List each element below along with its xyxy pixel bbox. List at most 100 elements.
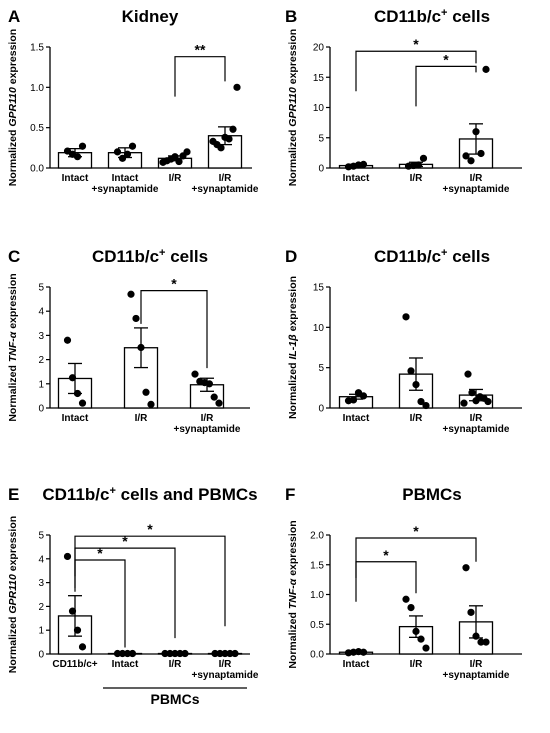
data-point	[73, 626, 82, 634]
data-point	[359, 160, 368, 168]
x-tick-label: +synaptamide	[174, 424, 241, 435]
panel-letter: F	[285, 485, 295, 504]
y-axis-label: Normalized GPR110 expression	[287, 29, 299, 186]
data-point	[68, 607, 77, 615]
data-point	[171, 153, 179, 161]
x-tick-label: Intact	[62, 413, 89, 424]
panel-c: C CD11b/c+ cells Normalized TNF-α expressi…	[7, 247, 250, 435]
y-tick-label: 0.0	[310, 650, 324, 661]
y-tick-label: 1	[38, 379, 44, 390]
data-point	[402, 313, 410, 321]
data-point	[402, 595, 410, 603]
group-label: PBMCs	[150, 691, 199, 707]
data-point	[468, 389, 476, 397]
panel-letter: C	[8, 247, 20, 266]
y-tick-label: 5	[38, 283, 44, 294]
data-point	[73, 153, 82, 161]
x-tick-label: +synaptamide	[443, 184, 510, 195]
significance-label: *	[383, 547, 389, 563]
y-tick-label: 0.0	[30, 164, 44, 175]
x-tick-label: I/R	[219, 659, 233, 670]
x-tick-label: Intact	[112, 173, 139, 184]
data-point	[205, 380, 213, 388]
y-tick-label: 2	[38, 602, 44, 613]
panel-title: PBMCs	[402, 485, 462, 504]
panel-title: CD11b/c+ cells and PBMCs	[42, 485, 257, 504]
x-tick-label: I/R	[410, 659, 424, 670]
data-point	[462, 564, 470, 572]
data-point	[128, 649, 137, 658]
data-point	[128, 142, 137, 150]
data-point	[63, 147, 72, 155]
y-tick-label: 1	[38, 626, 44, 637]
data-point	[484, 397, 492, 406]
data-point	[118, 154, 127, 162]
x-tick-label: CD11b/c+	[52, 659, 97, 670]
y-axis-label: Normalized TNF-α expression	[7, 273, 19, 421]
x-tick-label: I/R	[410, 413, 424, 424]
x-tick-label: +synaptamide	[443, 424, 510, 435]
data-point	[464, 370, 472, 378]
significance-bracket	[74, 535, 226, 627]
x-tick-label: I/R	[201, 413, 215, 424]
panel-d: D CD11b/c+ cells Normalized IL-1β expressi…	[285, 247, 522, 435]
panel-letter: D	[285, 247, 297, 266]
significance-bracket	[355, 561, 417, 602]
y-tick-label: 1.0	[310, 590, 324, 601]
y-tick-label: 1.5	[30, 43, 44, 54]
y-tick-label: 0	[38, 650, 44, 661]
data-point	[78, 399, 87, 407]
y-tick-label: 5	[318, 133, 324, 144]
x-tick-label: +synaptamide	[192, 670, 259, 681]
data-point	[417, 397, 425, 406]
x-tick-label: I/R	[470, 173, 484, 184]
x-tick-label: I/R	[470, 413, 484, 424]
y-tick-label: 5	[318, 363, 324, 374]
panel-title: CD11b/c+ cells	[374, 247, 490, 266]
y-tick-label: 0.5	[310, 620, 324, 631]
y-tick-label: 20	[313, 43, 325, 54]
data-point	[407, 367, 415, 375]
x-tick-label: Intact	[343, 659, 370, 670]
significance-bracket	[355, 537, 477, 578]
significance-label: **	[195, 42, 206, 58]
data-point	[63, 336, 72, 344]
data-point	[359, 648, 368, 656]
data-point	[63, 552, 72, 561]
y-axis-label: Normalized GPR110 expression	[7, 516, 19, 673]
data-point	[482, 65, 490, 73]
data-point	[73, 389, 82, 398]
x-tick-label: I/R	[410, 173, 424, 184]
y-axis-label: Normalized GPR110 expression	[7, 29, 19, 186]
data-point	[417, 635, 425, 643]
data-point	[78, 643, 87, 651]
data-point	[467, 608, 475, 616]
y-axis-label: Normalized IL-1β expression	[287, 276, 299, 419]
panel-letter: B	[285, 7, 297, 26]
data-point	[412, 381, 420, 389]
y-tick-label: 4	[38, 554, 44, 565]
data-point	[147, 400, 155, 408]
x-tick-label: I/R	[135, 413, 149, 424]
y-tick-label: 10	[313, 323, 325, 334]
y-tick-label: 0	[318, 164, 324, 175]
data-point	[183, 148, 191, 156]
y-tick-label: 3	[38, 578, 44, 589]
data-point	[132, 314, 140, 323]
panel-title: CD11b/c+ cells	[374, 7, 490, 26]
data-point	[78, 142, 87, 150]
y-tick-label: 1.0	[30, 83, 44, 94]
data-point	[225, 135, 233, 143]
panel-title: CD11b/c+ cells	[92, 247, 208, 266]
data-point	[123, 150, 132, 158]
data-point	[210, 393, 218, 401]
y-axis-label: Normalized TNF-α expression	[287, 520, 299, 668]
panel-a: A Kidney Normalized GPR110 expression 0.0 0.…	[7, 7, 259, 195]
data-point	[231, 649, 239, 658]
data-point	[233, 83, 241, 91]
x-tick-label: I/R	[470, 659, 484, 670]
data-point	[412, 627, 420, 635]
panel-letter: E	[8, 485, 19, 504]
data-point	[477, 149, 485, 158]
